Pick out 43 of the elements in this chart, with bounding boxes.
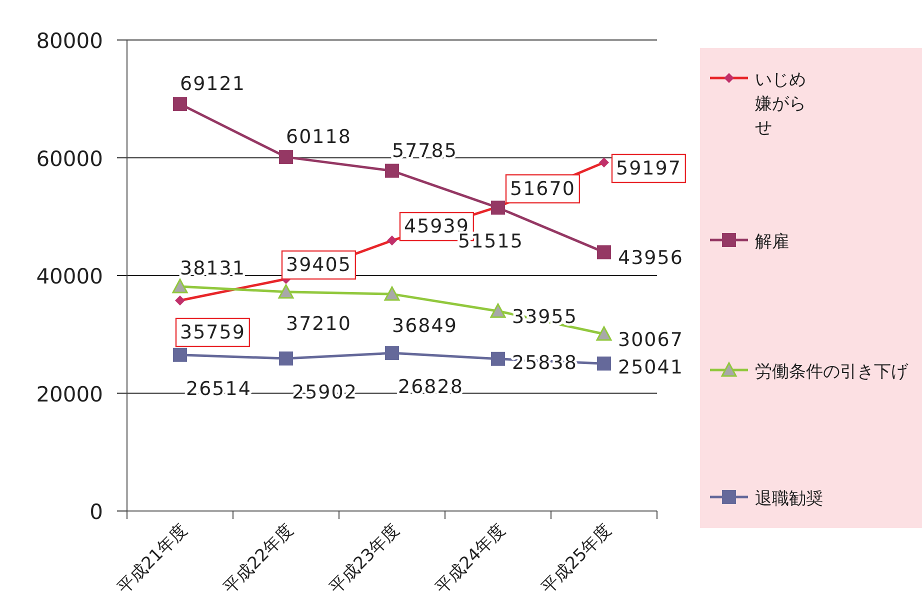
y-tick-label: 60000 <box>36 146 103 171</box>
data-label: 57785 <box>392 140 458 162</box>
point <box>597 245 611 260</box>
y-tick-label: 80000 <box>36 29 103 53</box>
data-label: 35759 <box>180 321 246 344</box>
point <box>173 348 187 362</box>
point <box>385 346 399 360</box>
legend-label: 退職勧奨 <box>755 489 823 509</box>
point <box>596 326 612 341</box>
legend-label: いじめ嫌がらせ <box>755 70 806 138</box>
y-tick-label: 20000 <box>36 382 103 406</box>
data-label: 39405 <box>286 254 352 276</box>
point <box>385 164 399 178</box>
point <box>491 352 505 366</box>
x-tick-label: 平成23年度 <box>326 520 404 598</box>
data-label: 38131 <box>180 258 246 280</box>
data-label: 60118 <box>286 126 352 148</box>
data-label: 25041 <box>618 356 684 379</box>
point <box>490 303 506 318</box>
data-label: 36849 <box>392 315 458 338</box>
point <box>278 284 294 299</box>
legend-label: 解雇 <box>755 232 789 252</box>
data-label: 43956 <box>618 247 684 270</box>
point <box>172 278 188 294</box>
legend-label: 労働条件の引き下げ <box>755 362 909 382</box>
point <box>279 150 293 164</box>
x-tick-label: 平成24年度 <box>432 520 510 598</box>
y-tick-label: 0 <box>90 500 103 524</box>
data-label: 59197 <box>616 157 682 180</box>
data-label: 51670 <box>510 178 576 200</box>
y-tick-label: 40000 <box>36 264 103 288</box>
point <box>597 356 611 371</box>
point <box>173 97 187 112</box>
x-tick-label: 平成21年度 <box>114 520 192 598</box>
data-label: 30067 <box>618 328 684 351</box>
x-tick-label: 平成25年度 <box>538 520 616 598</box>
point <box>491 200 505 215</box>
data-label: 69121 <box>180 73 246 96</box>
point <box>279 352 293 366</box>
point <box>384 286 400 301</box>
data-label: 26828 <box>398 376 464 398</box>
x-tick-label: 平成22年度 <box>220 520 298 598</box>
data-label: 37210 <box>286 312 352 335</box>
